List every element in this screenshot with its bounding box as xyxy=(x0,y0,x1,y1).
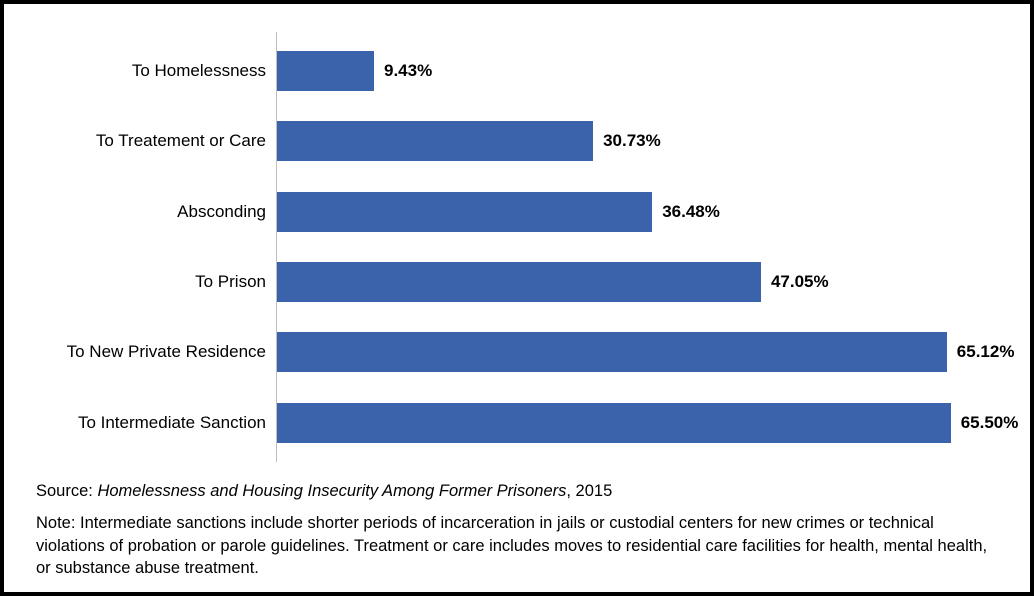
bar xyxy=(277,51,374,91)
source-title: Homelessness and Housing Insecurity Amon… xyxy=(97,482,566,500)
source-prefix: Source: xyxy=(36,482,97,500)
category-label: Absconding xyxy=(36,185,276,239)
bar-value: 65.50% xyxy=(961,413,1019,433)
bar-value: 30.73% xyxy=(603,131,661,151)
chart-area: To Homelessness To Treatement or Care Ab… xyxy=(36,32,998,462)
bar-value: 36.48% xyxy=(662,202,720,222)
category-label: To New Private Residence xyxy=(36,325,276,379)
bar xyxy=(277,403,951,443)
category-label: To Treatement or Care xyxy=(36,114,276,168)
bar-row: 36.48% xyxy=(277,185,1018,239)
bar xyxy=(277,121,593,161)
bar-row: 65.50% xyxy=(277,396,1018,450)
category-label: To Homelessness xyxy=(36,44,276,98)
bars-area: 9.43% 30.73% 36.48% 47.05% 65.12% 65.50% xyxy=(276,32,1018,462)
bar-row: 9.43% xyxy=(277,44,1018,98)
bar-row: 47.05% xyxy=(277,255,1018,309)
bar xyxy=(277,332,947,372)
category-label: To Prison xyxy=(36,255,276,309)
bar-value: 65.12% xyxy=(957,342,1015,362)
bar-row: 30.73% xyxy=(277,114,1018,168)
category-label: To Intermediate Sanction xyxy=(36,396,276,450)
bar-row: 65.12% xyxy=(277,325,1018,379)
source-line: Source: Homelessness and Housing Insecur… xyxy=(36,480,998,502)
bar-value: 9.43% xyxy=(384,61,432,81)
chart-footer: Source: Homelessness and Housing Insecur… xyxy=(36,480,998,579)
bar xyxy=(277,262,761,302)
source-suffix: , 2015 xyxy=(566,482,612,500)
category-labels: To Homelessness To Treatement or Care Ab… xyxy=(36,32,276,462)
bar xyxy=(277,192,652,232)
bar-value: 47.05% xyxy=(771,272,829,292)
note-text: Note: Intermediate sanctions include sho… xyxy=(36,512,998,579)
chart-frame: To Homelessness To Treatement or Care Ab… xyxy=(0,0,1034,596)
